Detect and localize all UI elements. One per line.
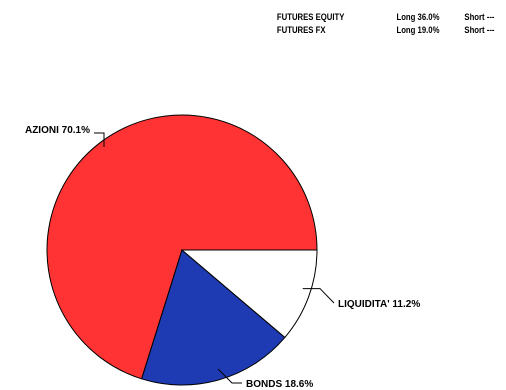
futures-short: Short --- bbox=[464, 25, 495, 35]
futures-row-fx: FUTURES FX Long 19.0% Short --- bbox=[0, 25, 495, 38]
pie-slice-liquidita bbox=[180, 249, 318, 339]
futures-row-equity: FUTURES EQUITY Long 36.0% Short --- bbox=[0, 12, 495, 25]
leader-line bbox=[217, 368, 242, 384]
leader-line bbox=[302, 288, 335, 304]
futures-long: Long 19.0% bbox=[396, 25, 440, 35]
pie-slice-azioni bbox=[46, 114, 318, 380]
futures-name: FUTURES EQUITY bbox=[276, 12, 345, 22]
slice-label: AZIONI 70.1% bbox=[25, 125, 90, 136]
futures-long: Long 36.0% bbox=[396, 12, 440, 22]
slice-label: LIQUIDITA' 11.2% bbox=[338, 299, 420, 310]
futures-table: FUTURES EQUITY Long 36.0% Short --- FUTU… bbox=[0, 12, 506, 52]
leader-line bbox=[94, 132, 105, 147]
futures-name: FUTURES FX bbox=[276, 25, 326, 35]
pie-slice-bonds bbox=[141, 249, 286, 386]
slice-label: BONDS 18.6% bbox=[246, 379, 313, 390]
futures-short: Short --- bbox=[464, 12, 495, 22]
